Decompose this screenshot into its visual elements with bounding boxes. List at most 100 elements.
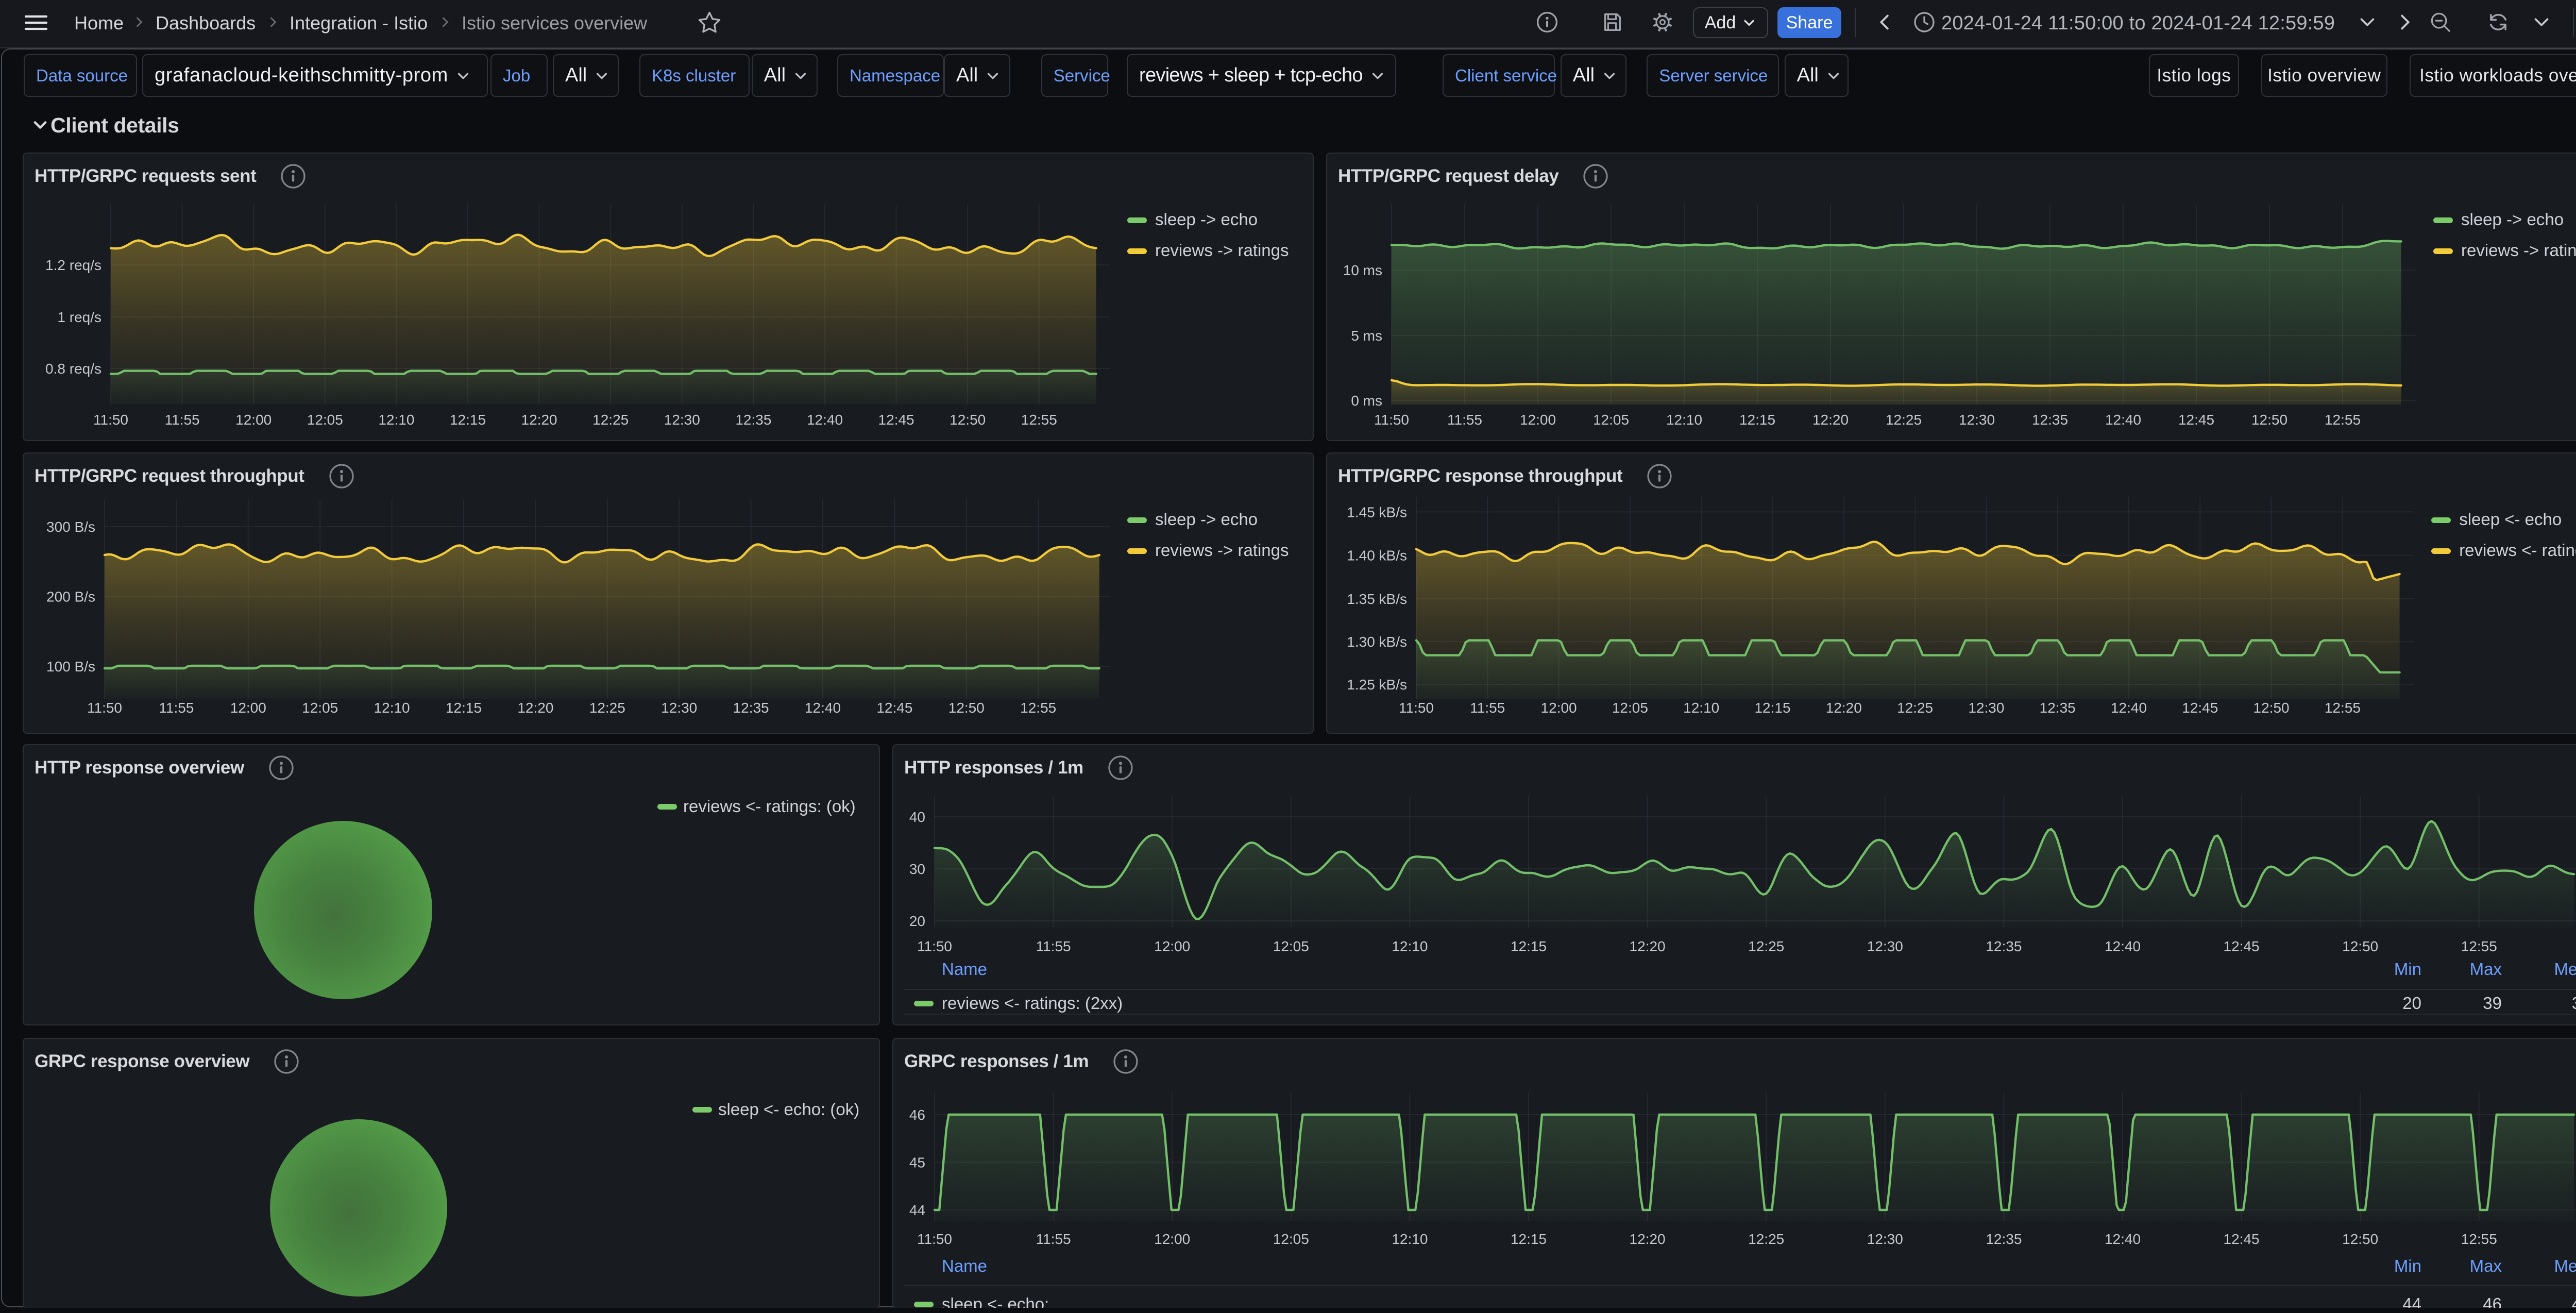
- svg-text:300 B/s: 300 B/s: [46, 519, 95, 535]
- svg-text:12:00: 12:00: [235, 412, 272, 428]
- svg-text:12:20: 12:20: [1630, 1231, 1666, 1247]
- svg-text:12:25: 12:25: [1886, 412, 1922, 428]
- svg-text:12:00: 12:00: [1520, 412, 1556, 428]
- svg-text:12:40: 12:40: [2105, 1231, 2141, 1247]
- svg-text:12:25: 12:25: [1748, 1231, 1784, 1247]
- svg-text:11:50: 11:50: [917, 938, 952, 954]
- svg-text:12:00: 12:00: [1154, 938, 1190, 954]
- svg-text:12:45: 12:45: [878, 412, 914, 428]
- svg-text:12:35: 12:35: [1986, 1231, 2022, 1247]
- svg-text:12:10: 12:10: [1392, 1231, 1428, 1247]
- svg-text:11:55: 11:55: [165, 412, 200, 428]
- svg-text:20: 20: [909, 913, 925, 929]
- svg-text:12:00: 12:00: [1154, 1231, 1190, 1247]
- svg-text:40: 40: [909, 809, 925, 825]
- svg-text:11:50: 11:50: [1374, 412, 1409, 428]
- svg-text:12:40: 12:40: [805, 700, 841, 716]
- svg-text:12:50: 12:50: [2342, 938, 2378, 954]
- svg-text:12:05: 12:05: [1273, 938, 1309, 954]
- svg-text:11:50: 11:50: [1399, 700, 1434, 716]
- svg-text:12:30: 12:30: [1867, 938, 1903, 954]
- svg-text:12:25: 12:25: [1897, 700, 1933, 716]
- svg-text:11:55: 11:55: [1036, 938, 1071, 954]
- svg-text:12:30: 12:30: [1959, 412, 1995, 428]
- svg-text:1.45 kB/s: 1.45 kB/s: [1347, 504, 1407, 520]
- svg-text:12:50: 12:50: [2253, 700, 2290, 716]
- svg-text:12:30: 12:30: [1968, 700, 2004, 716]
- svg-text:12:00: 12:00: [230, 700, 266, 716]
- svg-text:12:55: 12:55: [2461, 1231, 2497, 1247]
- svg-text:1.30 kB/s: 1.30 kB/s: [1347, 634, 1407, 650]
- svg-text:46: 46: [909, 1107, 925, 1123]
- svg-text:12:15: 12:15: [1511, 938, 1547, 954]
- svg-text:12:20: 12:20: [1826, 700, 1862, 716]
- svg-text:5 ms: 5 ms: [1351, 328, 1382, 344]
- svg-text:12:15: 12:15: [1739, 412, 1775, 428]
- svg-text:0.8 req/s: 0.8 req/s: [45, 361, 101, 377]
- svg-text:12:20: 12:20: [517, 700, 553, 716]
- svg-text:10 ms: 10 ms: [1343, 262, 1382, 278]
- svg-text:1.40 kB/s: 1.40 kB/s: [1347, 548, 1407, 564]
- svg-text:12:40: 12:40: [2105, 412, 2141, 428]
- svg-text:12:35: 12:35: [2032, 412, 2068, 428]
- svg-text:12:55: 12:55: [1021, 412, 1057, 428]
- svg-text:44: 44: [909, 1202, 925, 1218]
- svg-text:12:30: 12:30: [664, 412, 700, 428]
- svg-text:12:20: 12:20: [1812, 412, 1849, 428]
- svg-text:12:35: 12:35: [2040, 700, 2076, 716]
- svg-text:12:25: 12:25: [589, 700, 625, 716]
- svg-text:12:05: 12:05: [307, 412, 343, 428]
- svg-text:12:05: 12:05: [1612, 700, 1648, 716]
- svg-text:12:10: 12:10: [1392, 938, 1428, 954]
- svg-text:12:30: 12:30: [661, 700, 697, 716]
- svg-text:12:10: 12:10: [1683, 700, 1719, 716]
- svg-text:12:05: 12:05: [1273, 1231, 1309, 1247]
- svg-text:11:55: 11:55: [1470, 700, 1505, 716]
- svg-text:12:45: 12:45: [2182, 700, 2218, 716]
- svg-text:100 B/s: 100 B/s: [46, 659, 95, 675]
- svg-text:12:55: 12:55: [1020, 700, 1056, 716]
- svg-text:0 ms: 0 ms: [1351, 393, 1382, 409]
- svg-text:12:05: 12:05: [1593, 412, 1629, 428]
- svg-text:11:50: 11:50: [93, 412, 128, 428]
- svg-text:12:50: 12:50: [948, 700, 985, 716]
- svg-text:12:40: 12:40: [807, 412, 843, 428]
- svg-text:12:05: 12:05: [302, 700, 338, 716]
- svg-text:12:15: 12:15: [1754, 700, 1790, 716]
- svg-text:1 req/s: 1 req/s: [57, 309, 101, 325]
- svg-text:12:45: 12:45: [2224, 938, 2260, 954]
- svg-text:12:55: 12:55: [2461, 938, 2497, 954]
- svg-text:45: 45: [909, 1155, 925, 1171]
- svg-text:12:35: 12:35: [1986, 938, 2022, 954]
- svg-text:11:55: 11:55: [1447, 412, 1482, 428]
- svg-text:11:55: 11:55: [1036, 1231, 1071, 1247]
- svg-text:200 B/s: 200 B/s: [46, 589, 95, 605]
- svg-text:12:15: 12:15: [450, 412, 486, 428]
- svg-text:12:35: 12:35: [735, 412, 771, 428]
- svg-text:12:25: 12:25: [1748, 938, 1784, 954]
- svg-text:12:40: 12:40: [2111, 700, 2147, 716]
- svg-text:12:55: 12:55: [2325, 700, 2361, 716]
- svg-text:12:50: 12:50: [2251, 412, 2287, 428]
- svg-text:12:25: 12:25: [592, 412, 629, 428]
- svg-text:11:50: 11:50: [917, 1231, 952, 1247]
- svg-text:11:55: 11:55: [159, 700, 194, 716]
- svg-text:12:00: 12:00: [1541, 700, 1577, 716]
- svg-text:12:15: 12:15: [1511, 1231, 1547, 1247]
- svg-text:12:10: 12:10: [374, 700, 410, 716]
- svg-text:12:45: 12:45: [2178, 412, 2214, 428]
- svg-text:12:40: 12:40: [2105, 938, 2141, 954]
- svg-text:12:50: 12:50: [2342, 1231, 2378, 1247]
- svg-text:12:15: 12:15: [446, 700, 482, 716]
- svg-text:12:45: 12:45: [876, 700, 912, 716]
- svg-text:12:30: 12:30: [1867, 1231, 1903, 1247]
- svg-text:1.35 kB/s: 1.35 kB/s: [1347, 591, 1407, 607]
- svg-text:1.25 kB/s: 1.25 kB/s: [1347, 677, 1407, 693]
- svg-text:12:50: 12:50: [950, 412, 986, 428]
- svg-text:12:20: 12:20: [1630, 938, 1666, 954]
- svg-text:30: 30: [909, 861, 925, 877]
- svg-text:12:55: 12:55: [2325, 412, 2361, 428]
- svg-text:12:35: 12:35: [733, 700, 769, 716]
- svg-text:11:50: 11:50: [87, 700, 122, 716]
- svg-text:12:45: 12:45: [2224, 1231, 2260, 1247]
